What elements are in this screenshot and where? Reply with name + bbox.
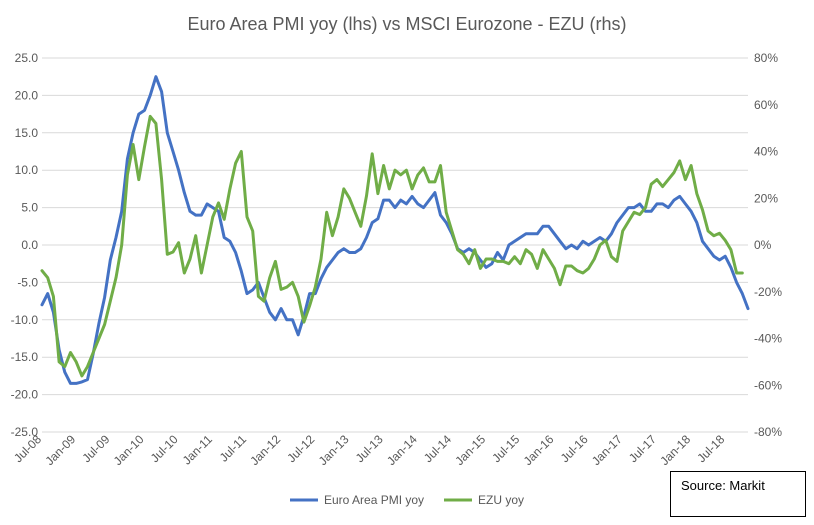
x-tick-label: Jan-18 [657, 432, 693, 468]
grid-layer [42, 57, 748, 433]
x-tick-label: Jul-09 [79, 432, 112, 465]
x-tick-label: Jul-14 [421, 432, 454, 465]
y-right-tick-label: -80% [754, 425, 782, 439]
y-left-tick-label: -15.0 [11, 350, 39, 364]
y-left-tick-label: 15.0 [15, 126, 39, 140]
y-right-tick-label: 80% [754, 51, 778, 65]
series-layer [40, 75, 750, 385]
x-tick-label: Jul-12 [284, 432, 317, 465]
y-right-tick-label: 20% [754, 191, 778, 205]
legend: Euro Area PMI yoy EZU yoy [290, 493, 524, 507]
y-right-tick-label: -20% [754, 285, 782, 299]
y-left-tick-label: 5.0 [21, 201, 38, 215]
x-tick-label: Jan-11 [180, 432, 215, 467]
x-tick-label: Jan-14 [384, 432, 420, 468]
x-tick-label: Jan-16 [521, 432, 557, 468]
x-tick-label: Jan-12 [247, 432, 283, 468]
y-right-tick-label: -60% [754, 378, 782, 392]
y-left-tick-label: 10.0 [15, 163, 39, 177]
x-tick-label: Jul-15 [489, 432, 522, 465]
x-tick-label: Jan-10 [111, 432, 147, 468]
y-left-tick-label: 20.0 [15, 88, 39, 102]
y-left-tick-label: -5.0 [17, 275, 38, 289]
y-right-tick-label: 0% [754, 238, 772, 252]
x-tick-label: Jul-17 [626, 432, 659, 465]
y-right-tick-label: 60% [754, 98, 778, 112]
y-right-tick-label: 40% [754, 145, 778, 159]
x-tick-label: Jul-18 [694, 432, 727, 465]
x-tick-label: Jul-10 [148, 432, 181, 465]
legend-label: Euro Area PMI yoy [324, 493, 424, 507]
chart-title: Euro Area PMI yoy (lhs) vs MSCI Eurozone… [187, 14, 626, 34]
source-box: Source: Markit [670, 471, 806, 517]
y-left-tick-label: -25.0 [11, 425, 39, 439]
x-tick-label: Jan-09 [42, 432, 78, 468]
x-tick-label: Jan-15 [452, 432, 488, 468]
y-left-tick-label: 25.0 [15, 51, 39, 65]
source-note: Source: Markit [681, 478, 765, 493]
series-line [40, 75, 750, 385]
y-right-tick-label: -40% [754, 332, 782, 346]
y-left-tick-label: -20.0 [11, 388, 39, 402]
legend-label: EZU yoy [478, 493, 524, 507]
x-tick-label: Jul-11 [217, 432, 250, 465]
y-left-tick-label: -10.0 [11, 313, 39, 327]
x-tick-label: Jul-13 [353, 432, 386, 465]
x-tick-label: Jan-13 [316, 432, 352, 468]
x-tick-label: Jul-16 [558, 432, 591, 465]
x-tick-label: Jan-17 [589, 432, 625, 468]
right-axis: 80% 60% 40% 20% 0% -20% -40% -60% -80% [754, 51, 782, 439]
left-axis: 25.0 20.0 15.0 10.0 5.0 0.0 -5.0 -10.0 -15.0 -20.… [11, 51, 39, 439]
series-line [40, 114, 744, 378]
y-left-tick-label: 0.0 [21, 238, 38, 252]
